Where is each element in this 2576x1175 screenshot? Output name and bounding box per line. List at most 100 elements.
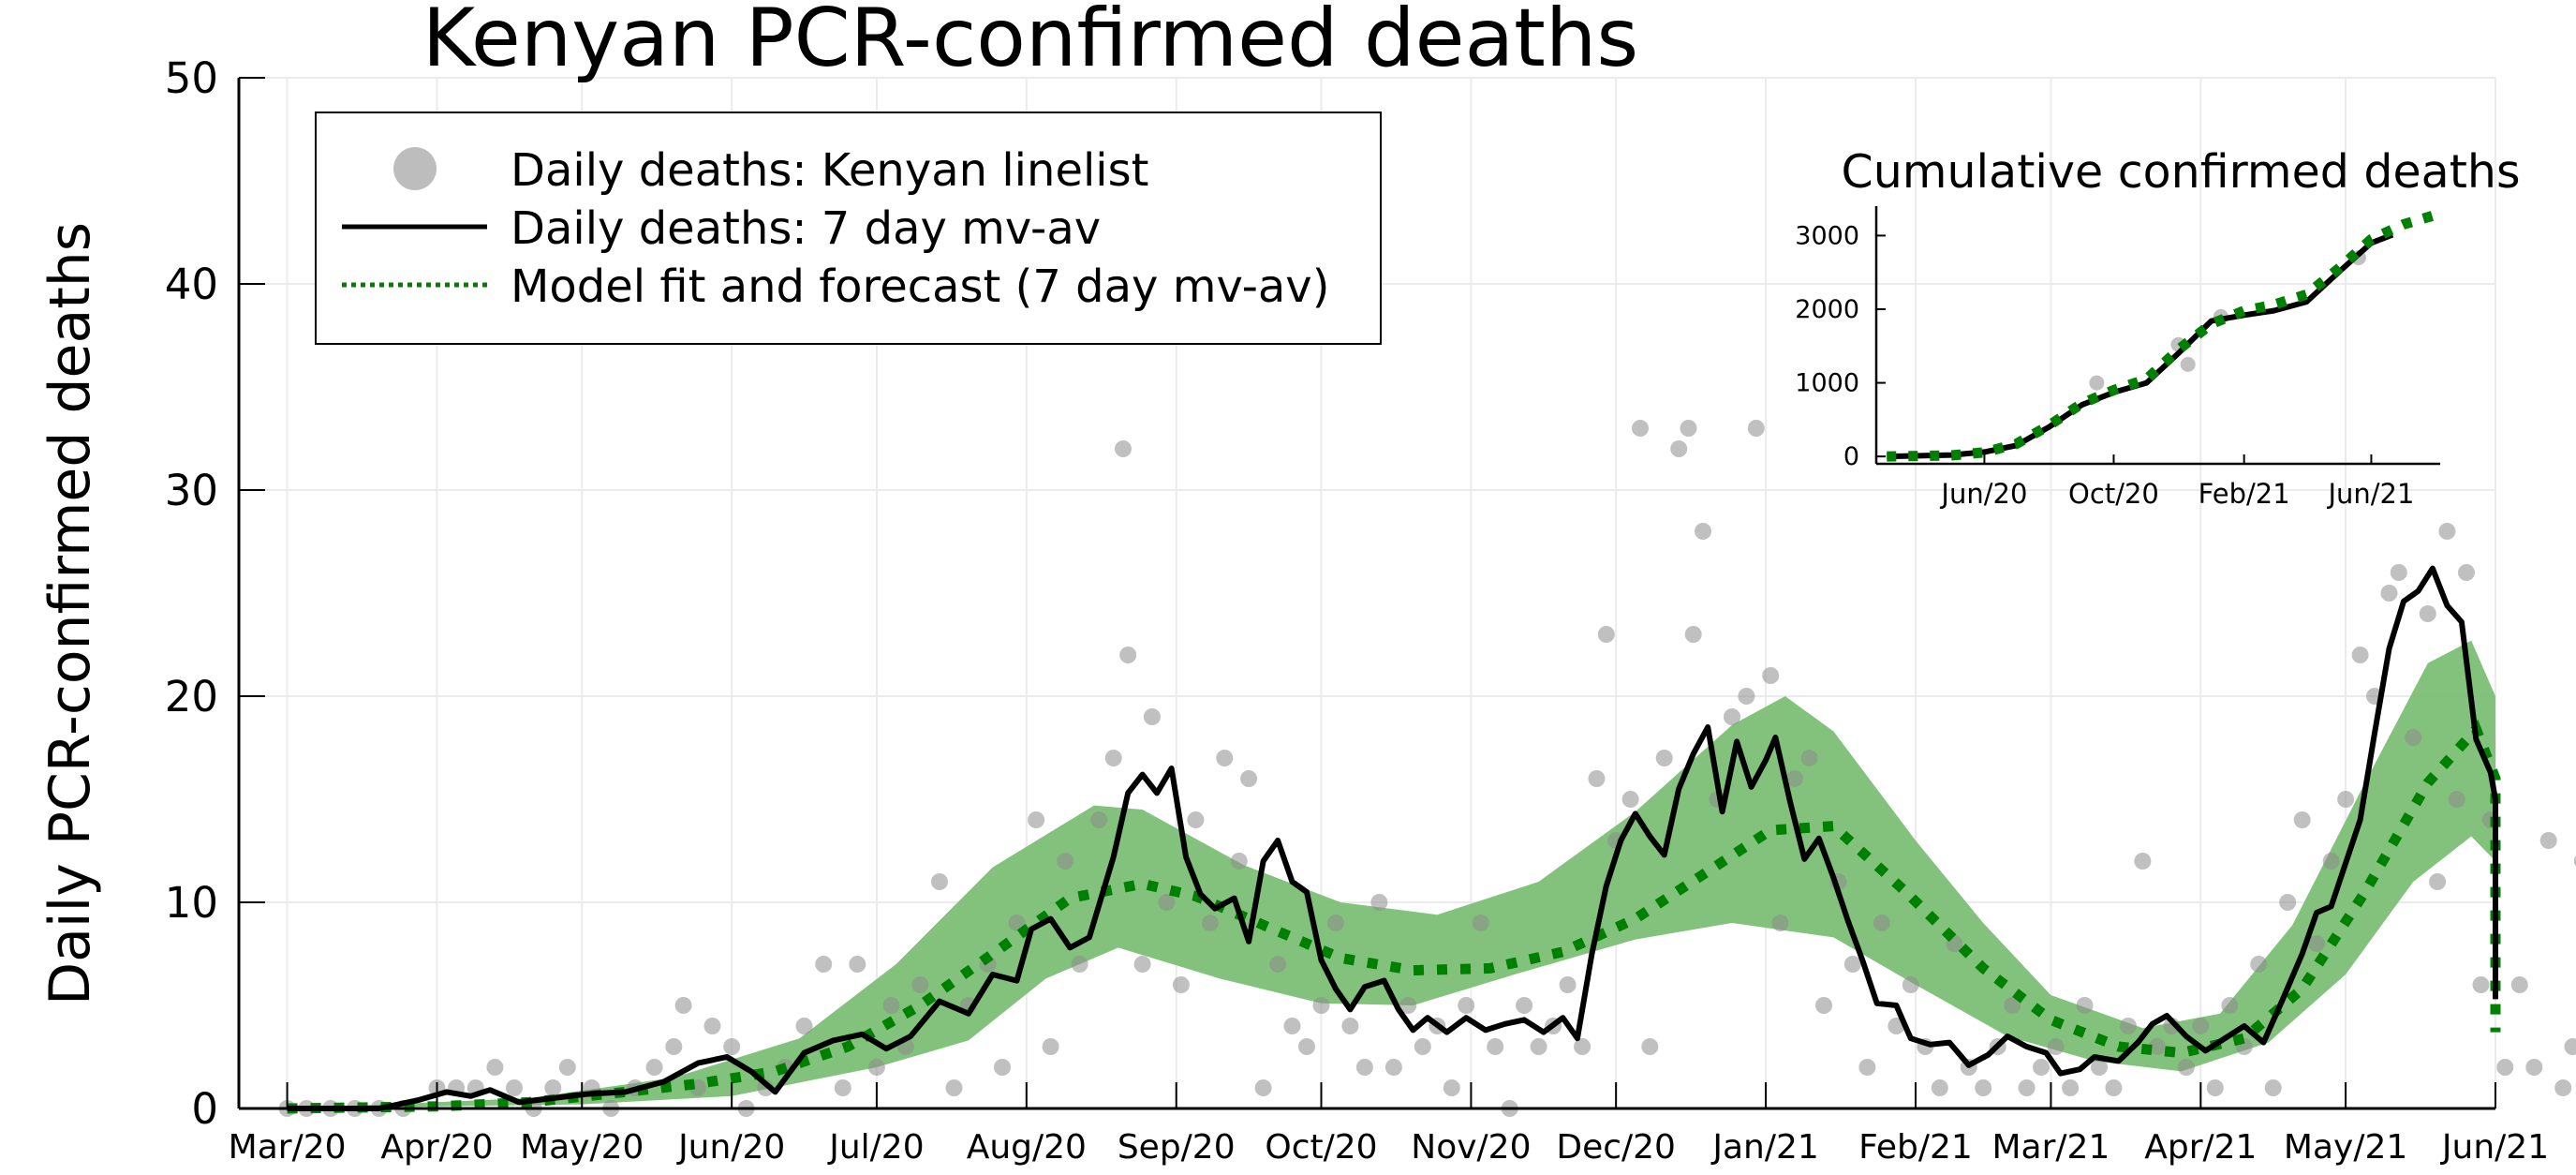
inset-y-tick-label: 1000 (1795, 369, 1859, 398)
linelist-point (1801, 750, 1818, 766)
inset-cumulative-line (1887, 235, 2392, 457)
linelist-point (2207, 1079, 2224, 1096)
linelist-point (2473, 976, 2490, 993)
linelist-point (1680, 420, 1697, 437)
x-tick-label: Jun/21 (2440, 1128, 2549, 1167)
linelist-points-layer (279, 420, 2576, 1117)
linelist-point (911, 976, 928, 993)
linelist-point (1341, 1018, 1358, 1034)
linelist-point (2178, 1059, 2195, 1076)
linelist-point (868, 1059, 885, 1076)
linelist-point (559, 1059, 576, 1076)
x-tick-label: Oct/20 (1265, 1128, 1377, 1167)
linelist-point (2019, 1079, 2036, 1096)
inset-x-tick-label: Jun/21 (2326, 478, 2414, 510)
linelist-point (1531, 1038, 1547, 1055)
inset-x-tick-label: Feb/21 (2198, 478, 2290, 510)
linelist-point (544, 1079, 561, 1096)
linelist-point (1815, 997, 1832, 1014)
linelist-point (2077, 997, 2094, 1014)
linelist-point (2525, 1059, 2542, 1076)
linelist-point (1090, 811, 1107, 828)
linelist-point (1327, 915, 1344, 931)
inset-y-tick-label: 3000 (1795, 221, 1859, 250)
linelist-point (1858, 1059, 1875, 1076)
y-tick-label: 30 (165, 466, 218, 515)
linelist-point (1902, 976, 1919, 993)
linelist-point (1284, 1018, 1301, 1034)
x-tick-label: May/21 (2284, 1128, 2407, 1167)
linelist-point (1560, 976, 1577, 993)
linelist-point (2565, 1038, 2576, 1055)
linelist-point (704, 1018, 721, 1034)
linelist-point (1043, 1038, 1059, 1055)
linelist-point (1738, 688, 1754, 705)
linelist-point (675, 997, 692, 1014)
linelist-point (2265, 1079, 2282, 1096)
linelist-point (1202, 915, 1219, 931)
x-tick-label: May/20 (520, 1128, 644, 1167)
inset-lines-layer (1887, 214, 2440, 456)
linelist-point (1487, 1038, 1503, 1055)
linelist-point (1231, 853, 1248, 870)
x-tick-label: Mar/20 (229, 1128, 347, 1167)
model-uncertainty-band (288, 641, 2495, 1108)
linelist-point (2279, 894, 2296, 911)
linelist-point (1458, 997, 1474, 1014)
linelist-point (665, 1038, 682, 1055)
linelist-point (994, 1059, 1011, 1076)
linelist-point (849, 956, 866, 973)
inset-x-tick-label: Jun/20 (1939, 478, 2027, 510)
linelist-point (2511, 976, 2528, 993)
model-band-layer (288, 641, 2495, 1108)
linelist-point (2554, 1079, 2571, 1096)
linelist-point (1385, 1059, 1402, 1076)
linelist-point (1298, 1038, 1315, 1055)
linelist-point (1632, 420, 1649, 437)
linelist-point (2106, 1079, 2123, 1096)
linelist-point (1598, 626, 1615, 643)
linelist-point (2420, 605, 2436, 622)
linelist-point (2352, 647, 2369, 663)
linelist-point (1622, 791, 1639, 808)
y-tick-label: 50 (165, 53, 218, 103)
linelist-point (1144, 708, 1161, 725)
linelist-point (2192, 1018, 2209, 1034)
linelist-point (723, 1038, 740, 1055)
linelist-point (2429, 873, 2446, 890)
x-tick-label: Sep/20 (1118, 1128, 1236, 1167)
linelist-point (2381, 585, 2398, 602)
linelist-point (882, 997, 899, 1014)
linelist-point (1670, 440, 1687, 457)
x-tick-label: Feb/21 (1858, 1128, 1973, 1167)
linelist-point (1187, 811, 1204, 828)
linelist-point (1762, 667, 1779, 684)
legend-marker-points (393, 147, 437, 190)
legend: Daily deaths: Kenyan linelist Daily deat… (316, 112, 1381, 344)
linelist-point (646, 1059, 663, 1076)
linelist-point (2250, 956, 2267, 973)
linelist-point (1119, 647, 1136, 663)
x-tick-label: Mar/21 (1991, 1128, 2110, 1167)
legend-label-points: Daily deaths: Kenyan linelist (511, 144, 1148, 197)
inset-y-tick-label: 0 (1843, 442, 1859, 471)
inset-linelist-point (2089, 376, 2104, 391)
x-tick-label: Nov/20 (1411, 1128, 1531, 1167)
linelist-point (486, 1059, 503, 1076)
linelist-point (1975, 1079, 1991, 1096)
linelist-point (946, 1079, 963, 1096)
linelist-point (1932, 1079, 1948, 1096)
linelist-point (2294, 811, 2311, 828)
linelist-point (1028, 811, 1044, 828)
linelist-point (835, 1079, 851, 1096)
linelist-point (2391, 564, 2407, 581)
linelist-point (1313, 997, 1330, 1014)
linelist-point (506, 1079, 523, 1096)
chart-title: Kenyan PCR-confirmed deaths (422, 0, 1638, 85)
linelist-point (2323, 853, 2340, 870)
linelist-point (1240, 770, 1257, 787)
linelist-point (1443, 1079, 1460, 1096)
linelist-point (1370, 894, 1387, 911)
